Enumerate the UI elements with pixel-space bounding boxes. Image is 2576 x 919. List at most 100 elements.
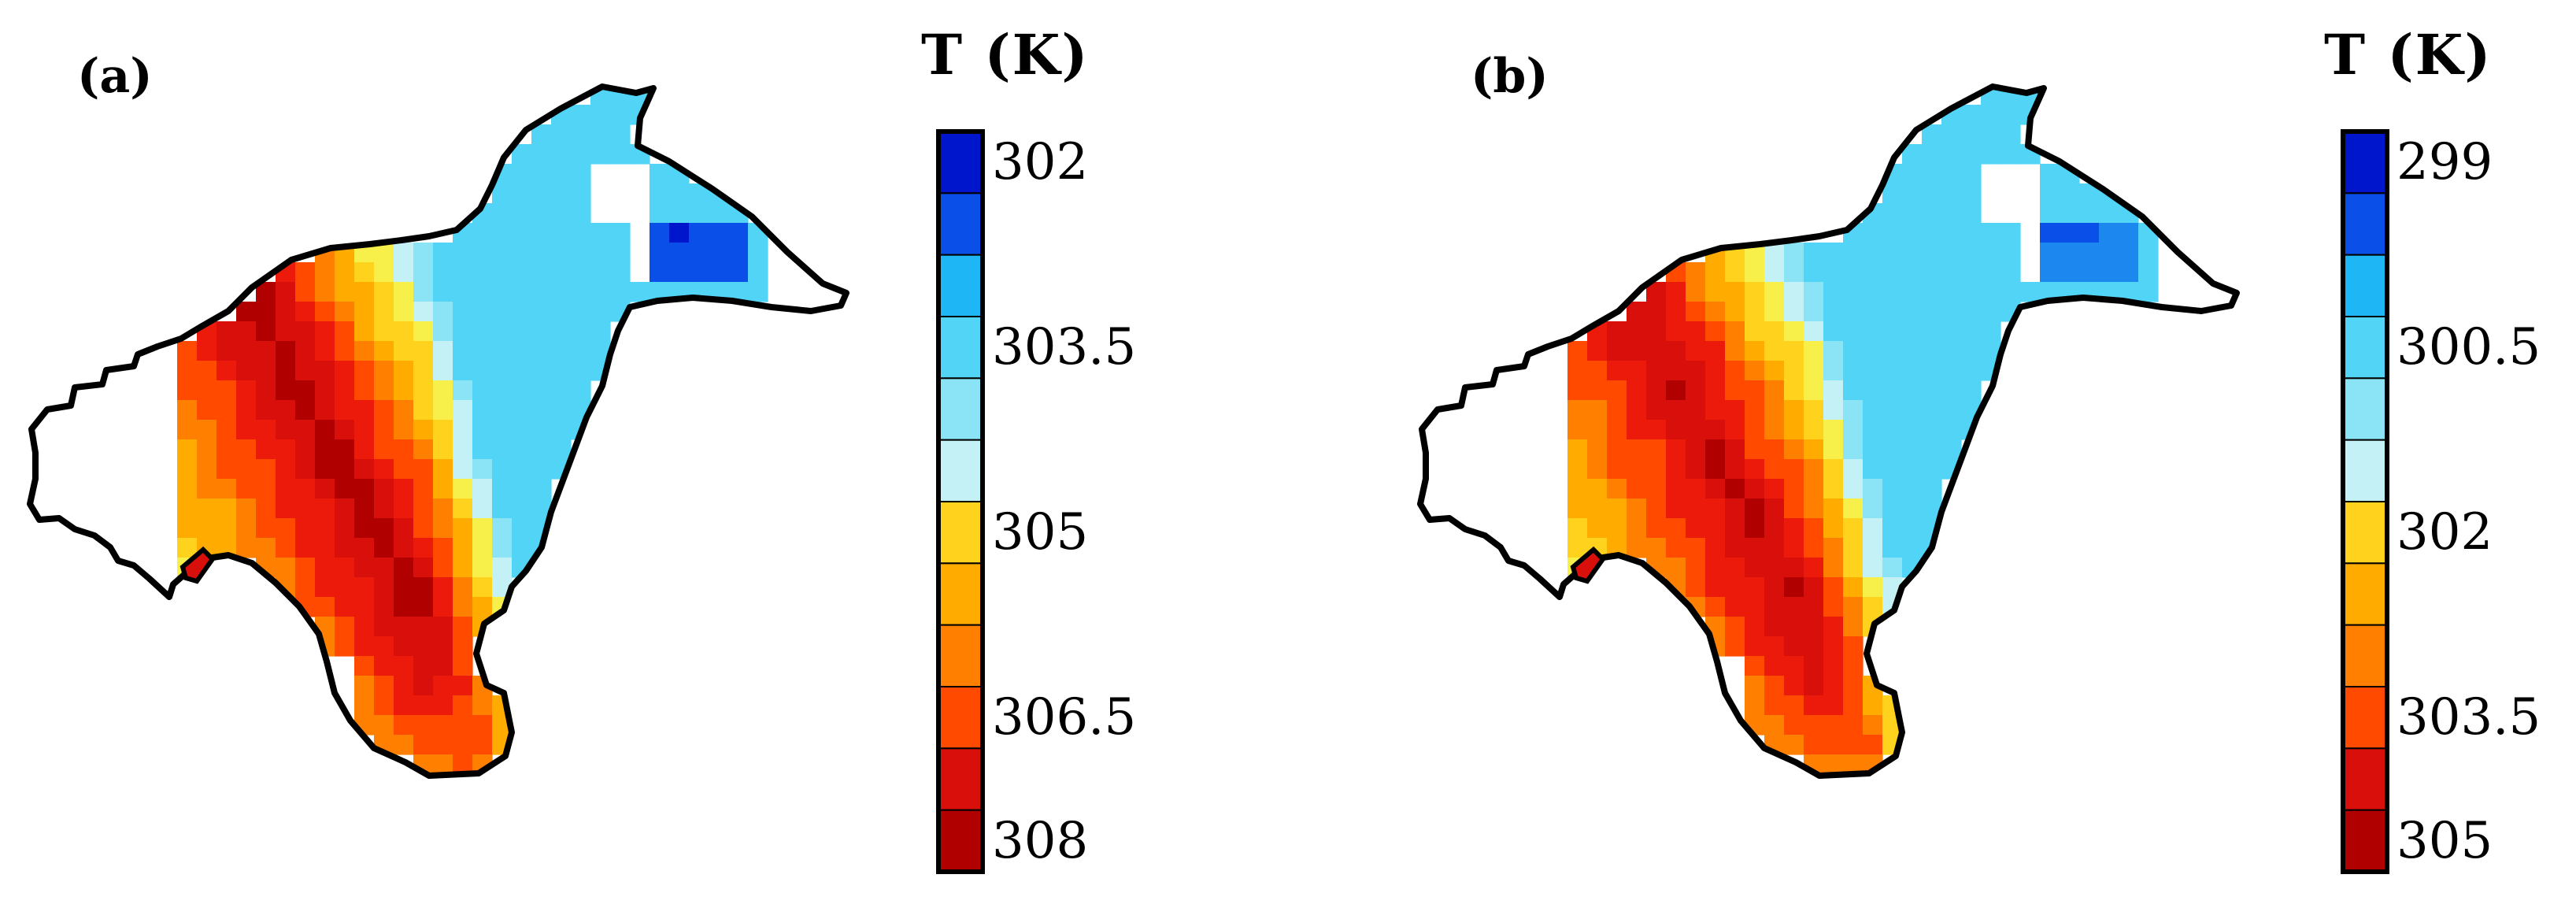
heatmap-cell [1587, 400, 1608, 421]
heatmap-cell [394, 577, 414, 598]
heatmap-cell [394, 498, 414, 519]
colorbar-swatch [2342, 809, 2388, 873]
heatmap-cell [315, 538, 335, 558]
heatmap-cell [571, 243, 591, 263]
heatmap-cell [1627, 439, 1647, 460]
heatmap-cell [1607, 420, 1627, 440]
heatmap-cell [335, 636, 355, 657]
colorbar-swatch [2342, 377, 2388, 441]
heatmap-cell [1882, 420, 1903, 440]
heatmap-cell [354, 380, 375, 401]
heatmap-cell [354, 341, 375, 361]
heatmap-cell [1804, 243, 1824, 263]
heatmap-cell [1823, 518, 1844, 539]
heatmap-cell [1666, 538, 1686, 558]
heatmap-cell [315, 321, 335, 342]
heatmap-cell [512, 439, 532, 460]
heatmap-cell [1843, 656, 1864, 676]
colorbar-a [936, 129, 985, 874]
heatmap-cell [1843, 676, 1864, 696]
heatmap-cell [492, 203, 513, 224]
heatmap-cell [354, 498, 375, 519]
heatmap-cell [492, 223, 513, 243]
heatmap-cell [1823, 380, 1844, 401]
heatmap-cell [315, 558, 335, 578]
heatmap-cell [453, 262, 473, 283]
heatmap-cell [217, 380, 237, 401]
heatmap-cell [531, 439, 552, 460]
heatmap-cell [236, 420, 257, 440]
heatmap-cell [1567, 420, 1588, 440]
heatmap-cell [551, 282, 572, 302]
heatmap-cell [1567, 439, 1588, 460]
heatmap-cell [1941, 361, 1962, 381]
heatmap-cell [276, 400, 296, 421]
heatmap-cell [1784, 538, 1804, 558]
heatmap-cell [394, 695, 414, 716]
heatmap-cell [1646, 361, 1667, 381]
heatmap-cell [1627, 459, 1647, 480]
heatmap-cell [295, 558, 316, 578]
heatmap-cell [1863, 695, 1883, 716]
heatmap-cell [1863, 558, 1883, 578]
heatmap-cell [1823, 597, 1844, 617]
colorbar-tick-label: 302 [992, 133, 1089, 192]
heatmap-cell [197, 459, 217, 480]
heatmap-cell [492, 498, 513, 519]
heatmap-cells [177, 87, 768, 775]
heatmap-cell [1863, 577, 1883, 598]
heatmap-cell [374, 361, 394, 381]
heatmap-cell [1902, 479, 1923, 499]
heatmap-cell [1882, 321, 1903, 342]
heatmap-cell [1941, 302, 1962, 322]
heatmap-cell [1567, 498, 1588, 519]
heatmap-cell [217, 459, 237, 480]
heatmap-cell [1902, 302, 1923, 322]
colorbar-tick-label: 303.5 [992, 318, 1137, 377]
heatmap-cell [433, 262, 453, 283]
heatmap-cell [433, 715, 453, 736]
heatmap-cell [433, 695, 453, 716]
heatmap-cell [2000, 262, 2021, 283]
heatmap-cell [177, 459, 198, 480]
heatmap-cell [1627, 380, 1647, 401]
heatmap-cell [472, 498, 493, 519]
heatmap-cell [669, 203, 690, 224]
heatmap-cell [433, 538, 453, 558]
colorbar-swatch [938, 686, 983, 750]
heatmap-cell [551, 164, 572, 184]
heatmap-cell [1882, 538, 1903, 558]
heatmap-cell [1784, 341, 1804, 361]
region-outline [1417, 83, 2240, 779]
heatmap-cell [433, 302, 453, 322]
heatmap-cell [1804, 676, 1824, 696]
heatmap-cell [413, 420, 434, 440]
heatmap-cell [315, 361, 335, 381]
heatmap-cell [492, 479, 513, 499]
heatmap-cell [1843, 400, 1864, 421]
heatmap-cell [433, 380, 453, 401]
heatmap-cell [315, 380, 335, 401]
heatmap-cell [1627, 498, 1647, 519]
heatmap-cell [1882, 282, 1903, 302]
heatmap-cell [512, 498, 532, 519]
heatmap-cell [1666, 558, 1686, 578]
heatmap-cell [453, 302, 473, 322]
heatmap-cell [276, 479, 296, 499]
heatmap-cell [1804, 498, 1824, 519]
heatmap-cell [1745, 518, 1765, 539]
heatmap-cell [1725, 538, 1745, 558]
heatmap-cell [1922, 400, 1942, 421]
heatmap-cell [472, 262, 493, 283]
heatmap-cell [1745, 656, 1765, 676]
heatmap-cell [1961, 243, 1982, 263]
heatmap-cell [217, 498, 237, 519]
heatmap-cell [571, 223, 591, 243]
heatmap-cell [394, 558, 414, 578]
heatmap-cell [1882, 361, 1903, 381]
heatmap-cell [354, 321, 375, 342]
heatmap-cell [1646, 498, 1667, 519]
heatmap-cell [2000, 243, 2021, 263]
heatmap-cell [315, 262, 335, 283]
heatmap-cell [1961, 302, 1982, 322]
